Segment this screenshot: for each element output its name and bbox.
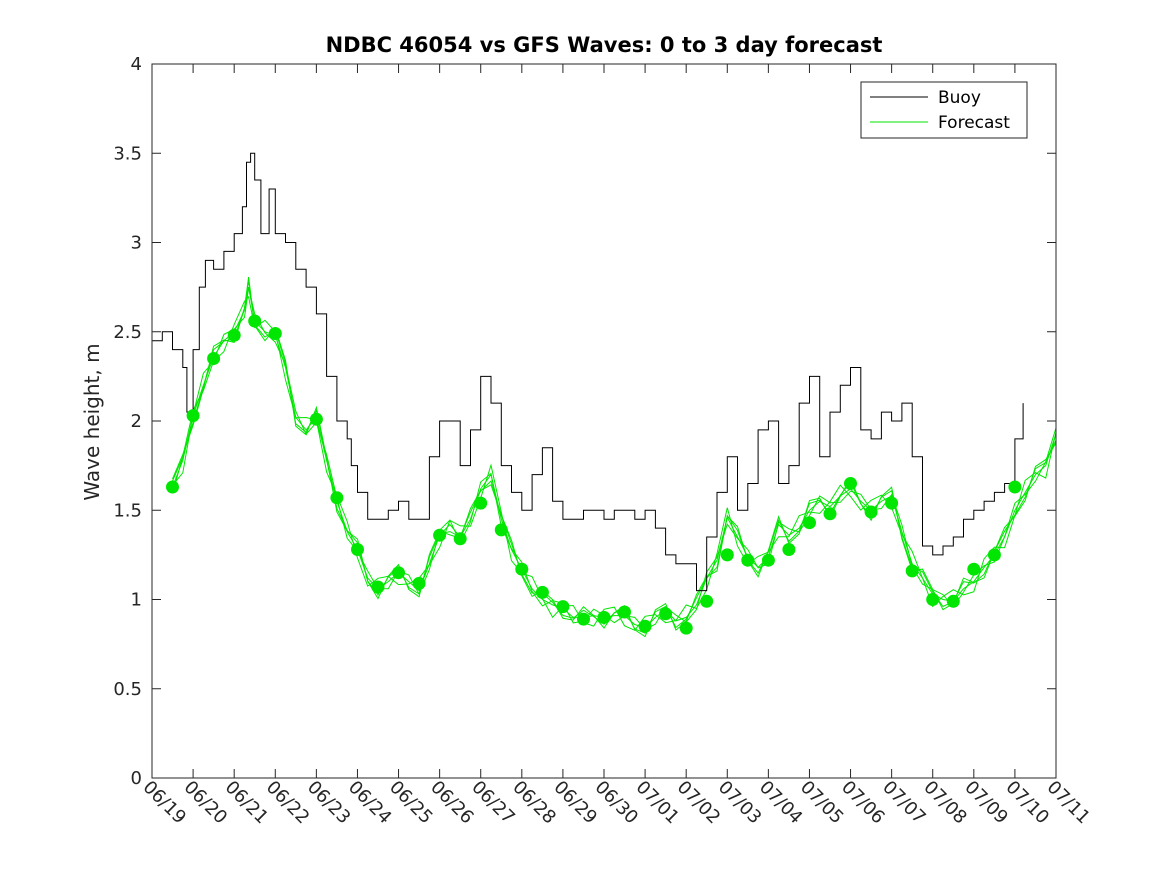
y-tick-label: 2 (131, 411, 142, 432)
forecast-marker (351, 543, 364, 556)
x-tick-label: 07/06 (837, 777, 889, 829)
forecast-line-3 (172, 295, 1057, 631)
forecast-marker (761, 553, 775, 567)
forecast-marker (268, 327, 282, 340)
forecast-marker (844, 477, 857, 490)
forecast-marker (166, 480, 179, 494)
x-tick-label: 07/03 (714, 777, 766, 829)
forecast-marker (864, 505, 878, 519)
forecast-marker (433, 528, 447, 542)
axes-layer (151, 63, 1057, 779)
forecast-line-0 (172, 287, 1057, 629)
x-tick-label: 07/11 (1043, 777, 1095, 829)
y-tick-label: 0.5 (113, 679, 142, 700)
forecast-marker (659, 607, 673, 621)
x-tick-label: 07/01 (632, 777, 684, 829)
x-tick-label: 06/23 (303, 777, 355, 829)
forecast-line-4 (172, 276, 1057, 638)
y-tick-label: 1 (131, 590, 142, 611)
y-tick-label: 3 (131, 233, 142, 254)
buoy-line (152, 152, 1024, 592)
forecast-marker (474, 496, 488, 510)
forecast-marker (453, 532, 467, 546)
forecast-marker (330, 491, 344, 505)
y-axis-label: Wave height, m (80, 343, 104, 500)
forecast-marker (987, 548, 1001, 562)
forecast-marker (371, 580, 385, 594)
legend-label-forecast: Forecast (938, 113, 1010, 133)
forecast-marker (741, 553, 755, 567)
forecast-marker (515, 562, 529, 576)
x-tick-label: 06/30 (591, 777, 643, 829)
forecast-marker (946, 594, 960, 608)
forecast-marker (720, 548, 734, 562)
forecast-marker (556, 600, 570, 614)
x-tick-label: 06/21 (221, 777, 273, 829)
forecast-marker (618, 605, 631, 619)
x-tick-label: 07/09 (960, 777, 1012, 829)
x-tick-label: 06/28 (508, 777, 560, 829)
forecast-marker (207, 352, 221, 365)
forecast-marker (577, 612, 590, 626)
forecast-marker (926, 593, 940, 606)
forecast-marker (1008, 480, 1022, 494)
y-tick-labels: 0 0.5 1 1.5 2 2.5 3 3.5 4 (113, 54, 142, 789)
forecast-marker (823, 507, 837, 521)
forecast-marker (494, 523, 508, 537)
x-tick-label: 06/27 (467, 777, 519, 829)
forecast-marker (535, 585, 549, 599)
forecast-marker (782, 543, 796, 556)
y-tick-label: 2.5 (113, 322, 142, 343)
forecast-marker (638, 619, 652, 633)
x-tick-labels: 06/1906/2006/2106/2206/2306/2406/2506/26… (139, 777, 1095, 829)
y-tick-label: 0 (131, 768, 142, 789)
legend-box (860, 81, 1028, 139)
x-tick-label: 07/10 (1001, 777, 1053, 829)
x-tick-label: 07/07 (878, 777, 930, 829)
x-tick-label: 07/02 (673, 777, 725, 829)
forecast-marker (412, 576, 426, 590)
x-tick-label: 07/08 (919, 777, 971, 829)
x-tick-label: 06/29 (549, 777, 601, 829)
y-tick-label: 3.5 (113, 143, 142, 164)
x-tick-label: 06/25 (385, 777, 437, 829)
forecast-marker (700, 594, 714, 608)
forecast-marker (885, 496, 899, 510)
x-tick-label: 06/26 (426, 777, 478, 829)
forecast-marker (227, 328, 241, 342)
x-tick-label: 06/19 (139, 777, 191, 829)
legend-label-buoy: Buoy (938, 88, 981, 108)
y-tick-label: 1.5 (113, 500, 142, 521)
forecast-marker (309, 412, 323, 426)
forecast-marker (186, 409, 200, 423)
x-tick-label: 07/04 (755, 777, 807, 829)
forecast-marker (248, 314, 262, 328)
forecast-marker (803, 516, 816, 530)
marker-layer (166, 314, 1022, 635)
series-layer (152, 152, 1057, 638)
forecast-marker (967, 562, 981, 576)
y-tick-label: 4 (131, 54, 142, 75)
legend: Buoy Forecast (860, 81, 1028, 139)
x-tick-label: 06/20 (180, 777, 232, 829)
x-tick-label: 06/24 (344, 777, 396, 829)
x-tick-label: 07/05 (796, 777, 848, 829)
forecast-marker (905, 564, 919, 578)
plot-area-frame (151, 63, 1057, 779)
x-tick-label: 06/22 (262, 777, 314, 829)
forecast-marker (597, 610, 611, 624)
forecast-line-2 (172, 287, 1057, 631)
chart-title: NDBC 46054 vs GFS Waves: 0 to 3 day fore… (326, 33, 883, 57)
forecast-marker (392, 566, 405, 580)
forecast-marker (679, 621, 693, 635)
